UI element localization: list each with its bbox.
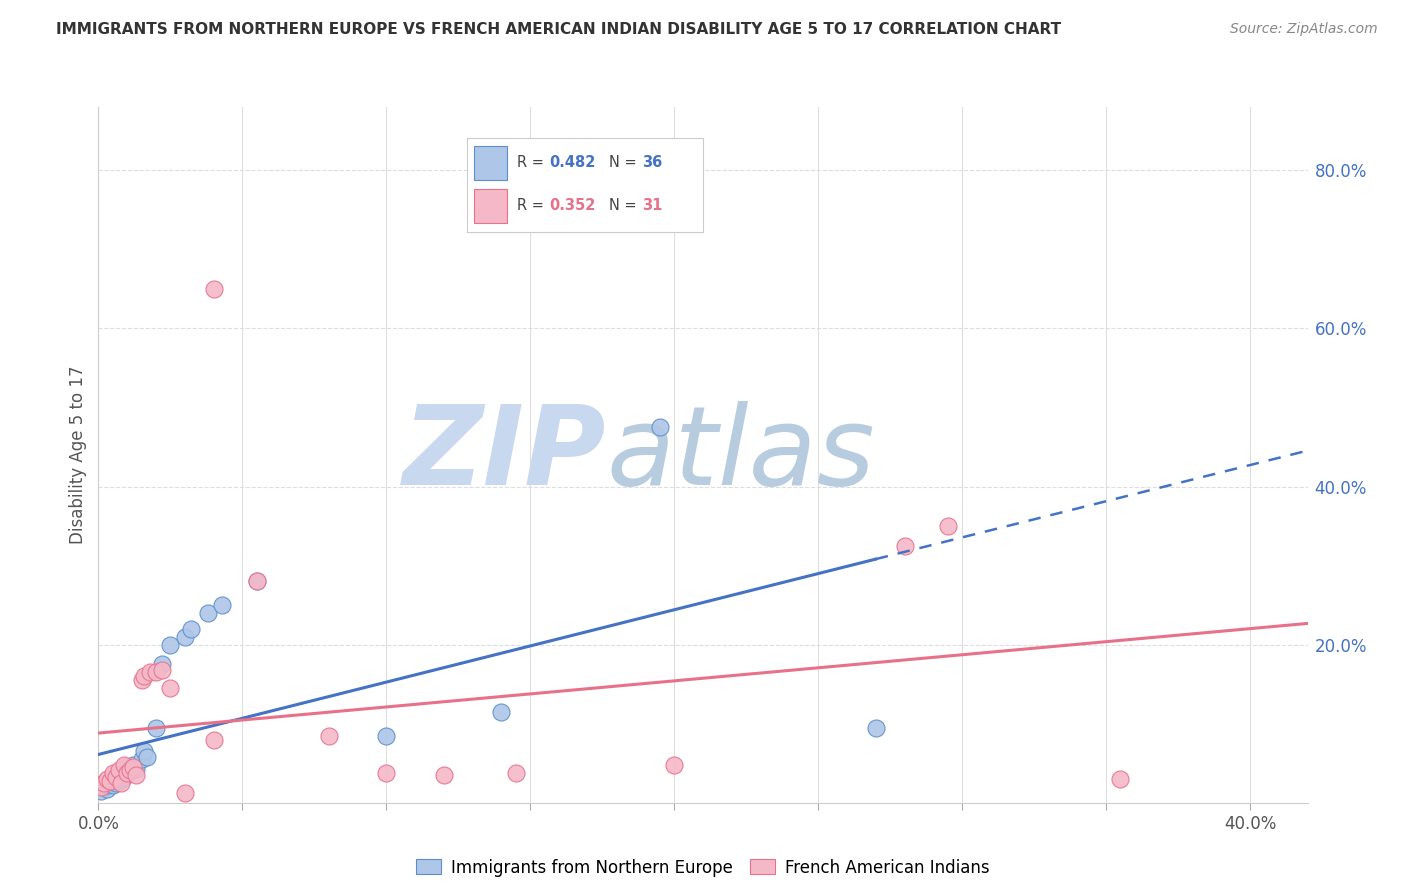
Point [246,574,269,589]
Point [110,776,132,790]
Point [433,768,456,782]
Point [375,765,398,780]
Point [93,776,115,790]
Text: R =: R = [517,155,548,170]
Text: IMMIGRANTS FROM NORTHERN EUROPE VS FRENCH AMERICAN INDIAN DISABILITY AGE 5 TO 17: IMMIGRANTS FROM NORTHERN EUROPE VS FRENC… [56,22,1062,37]
Point [134,744,156,758]
Point [375,729,398,743]
Point [159,638,181,652]
Point [98,773,121,788]
Point [202,282,225,296]
Legend: Immigrants from Northern Europe, French American Indians: Immigrants from Northern Europe, French … [408,850,998,885]
Point [145,721,167,735]
Point [150,663,173,677]
Point [491,705,513,719]
Point [134,669,156,683]
Point [1109,772,1132,786]
Y-axis label: Disability Age 5 to 17: Disability Age 5 to 17 [69,366,87,544]
Point [115,765,138,780]
Point [122,760,145,774]
Point [173,630,195,644]
Point [101,778,124,792]
Point [115,760,138,774]
Point [150,657,173,672]
Point [101,773,124,788]
Point [98,776,121,790]
Point [159,681,181,695]
Point [180,622,202,636]
Point [246,574,269,589]
Point [648,420,671,434]
Point [197,606,219,620]
Point [107,773,129,788]
Point [104,771,127,785]
Point [115,765,138,780]
Point [125,762,148,776]
Point [125,768,148,782]
Text: 0.352: 0.352 [550,199,596,213]
Text: Source: ZipAtlas.com: Source: ZipAtlas.com [1230,22,1378,37]
Point [131,752,153,766]
Text: 36: 36 [641,155,662,170]
Point [893,539,915,553]
Text: atlas: atlas [606,401,875,508]
Point [936,519,959,533]
Point [145,665,167,680]
Point [505,765,527,780]
Point [139,665,162,680]
Point [112,757,135,772]
Text: N =: N = [609,199,641,213]
Point [107,768,129,782]
Point [93,780,115,794]
Point [202,732,225,747]
Point [93,776,115,790]
Text: 31: 31 [641,199,662,213]
Point [131,673,153,688]
Point [110,765,132,780]
Point [110,772,132,786]
Text: N =: N = [609,155,641,170]
Point [120,763,142,777]
Point [122,757,145,772]
Point [96,772,118,786]
FancyBboxPatch shape [474,189,508,223]
Point [865,721,887,735]
Point [98,772,121,786]
Point [96,781,118,796]
Point [107,763,129,777]
Point [120,764,142,779]
Point [136,750,159,764]
Point [664,757,686,772]
Point [96,778,118,792]
Point [101,765,124,780]
Point [173,786,195,800]
Point [104,776,127,790]
Text: 0.482: 0.482 [550,155,596,170]
FancyBboxPatch shape [474,146,508,179]
Point [318,729,340,743]
Text: R =: R = [517,199,548,213]
Point [112,771,135,785]
Point [90,780,112,794]
Point [211,598,233,612]
Point [104,771,127,785]
Point [90,784,112,798]
Text: ZIP: ZIP [402,401,606,508]
